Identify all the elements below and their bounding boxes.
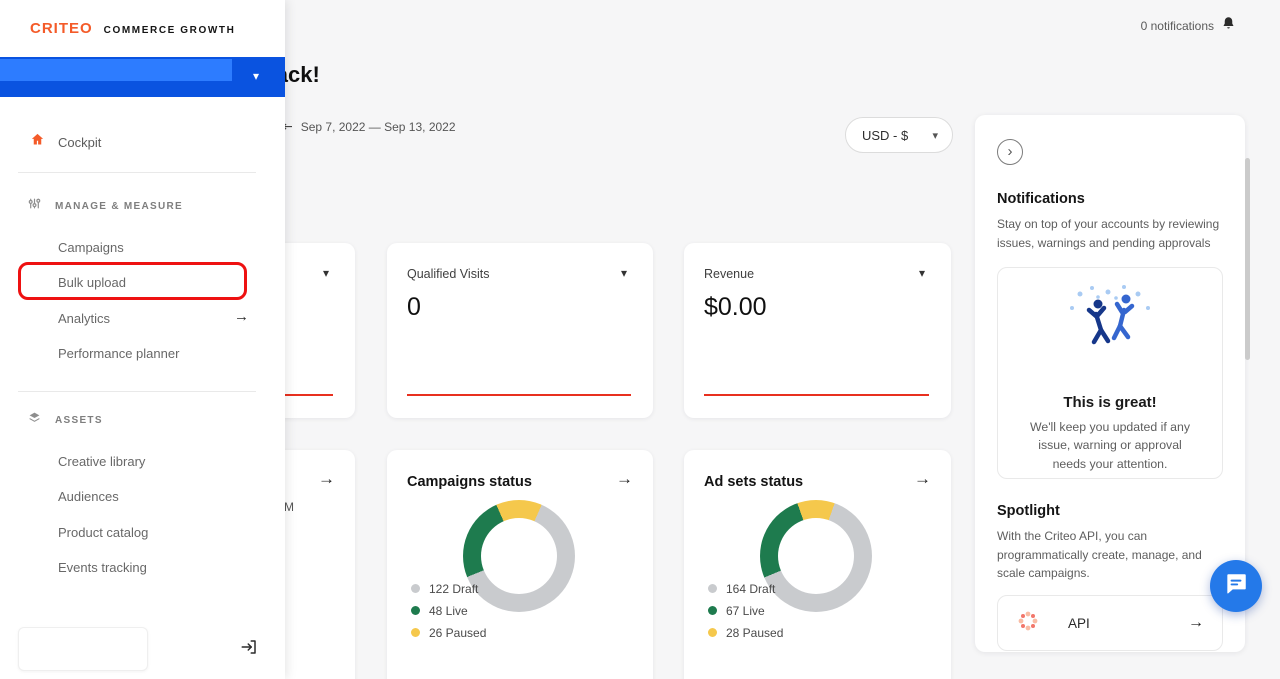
- api-sparkle-icon: [1016, 609, 1040, 638]
- home-icon: [30, 132, 45, 152]
- notifications-description: Stay on top of your accounts by reviewin…: [997, 217, 1220, 250]
- celebration-illustration: [998, 284, 1222, 350]
- empty-state-body: We'll keep you updated if any issue, war…: [1029, 420, 1191, 471]
- currency-value: USD - $: [862, 127, 909, 143]
- section-label: MANAGE & MEASURE: [55, 200, 184, 212]
- divider: [18, 172, 256, 173]
- redacted-account-name: [0, 59, 232, 81]
- legend-swatch: [411, 628, 420, 637]
- metric-title: Revenue: [704, 267, 755, 281]
- sidebar: CRITEO COMMERCE GROWTH ▾ Cockpit MANAGE …: [0, 0, 285, 679]
- logout-icon[interactable]: [240, 638, 258, 661]
- metric-underline: [407, 394, 631, 396]
- metric-value: $0.00: [704, 293, 767, 321]
- bell-icon[interactable]: [1221, 16, 1236, 36]
- sidebar-item-label: Cockpit: [58, 134, 102, 150]
- campaigns-status-donut-chart: [463, 500, 575, 612]
- sidebar-item-creative-library[interactable]: Creative library: [58, 454, 146, 469]
- spotlight-description: With the Criteo API, you can programmati…: [997, 529, 1202, 581]
- section-assets: ASSETS: [28, 411, 103, 429]
- arrow-right-icon[interactable]: →: [318, 469, 335, 488]
- card-title: Ad sets status: [704, 474, 804, 490]
- empty-state-title: This is great!: [1063, 394, 1157, 411]
- metric-value: 0: [407, 293, 421, 321]
- ad-sets-status-legend: 164 Draft 67 Live 28 Paused: [708, 582, 783, 648]
- arrow-right-icon[interactable]: →: [914, 469, 931, 488]
- sidebar-item-campaigns[interactable]: Campaigns: [58, 240, 124, 255]
- sidebar-item-analytics[interactable]: Analytics: [58, 311, 111, 326]
- sidebar-item-audiences[interactable]: Audiences: [58, 489, 119, 504]
- chat-widget-button[interactable]: [1210, 560, 1262, 612]
- spotlight-heading: Spotlight: [997, 503, 1060, 519]
- chevron-down-icon[interactable]: ▾: [918, 266, 925, 280]
- campaigns-status-card: Campaigns status → 122 Draft 48 Live 26 …: [387, 450, 653, 679]
- legend-label: 122 Draft: [429, 581, 479, 596]
- sidebar-item-performance-planner[interactable]: Performance planner: [58, 346, 180, 361]
- account-selector[interactable]: ▾: [0, 57, 285, 97]
- metric-card-qualified-visits: Qualified Visits ▾ 0: [387, 243, 653, 418]
- notifications-topbar: 0 notifications: [1141, 16, 1236, 36]
- legend-label: 28 Paused: [726, 625, 784, 640]
- notifications-heading: Notifications: [997, 191, 1085, 207]
- chevron-right-icon: ›: [1007, 142, 1013, 160]
- metric-title: Qualified Visits: [407, 267, 490, 281]
- api-spotlight-card[interactable]: API →: [997, 595, 1223, 651]
- notifications-empty-state: This is great! We'll keep you updated if…: [997, 267, 1223, 479]
- metric-underline: [704, 394, 929, 396]
- ad-sets-status-card: Ad sets status → 164 Draft 67 Live 28 Pa…: [684, 450, 951, 679]
- criteo-logo: CRITEO: [30, 20, 93, 37]
- legend-label: 67 Live: [726, 603, 765, 618]
- redacted-account-box: [18, 627, 148, 671]
- legend-item: 122 Draft: [411, 581, 486, 596]
- campaigns-status-legend: 122 Draft 48 Live 26 Paused: [411, 582, 486, 648]
- date-jump-icon: ⇤: [281, 118, 293, 134]
- sidebar-item-product-catalog[interactable]: Product catalog: [58, 525, 149, 540]
- partial-text-fragment: M: [284, 500, 294, 514]
- legend-swatch: [411, 606, 420, 615]
- chevron-down-icon: ▾: [252, 69, 259, 83]
- legend-swatch: [708, 628, 717, 637]
- notifications-panel: › Notifications Stay on top of your acco…: [975, 115, 1245, 652]
- divider: [18, 391, 256, 392]
- layers-icon: [28, 411, 41, 429]
- section-manage-measure: MANAGE & MEASURE: [28, 197, 183, 215]
- chevron-down-icon[interactable]: ▾: [322, 266, 329, 280]
- legend-label: 48 Live: [429, 603, 468, 618]
- sidebar-item-cockpit[interactable]: Cockpit: [30, 132, 101, 152]
- legend-item: 26 Paused: [411, 625, 487, 640]
- legend-label: 26 Paused: [429, 625, 487, 640]
- ad-sets-status-donut-chart: [760, 500, 872, 612]
- sidebar-item-events-tracking[interactable]: Events tracking: [58, 560, 147, 575]
- scrollbar-thumb[interactable]: [1245, 158, 1250, 360]
- panel-collapse-button[interactable]: ›: [997, 139, 1023, 165]
- date-range-picker[interactable]: ⇤ Sep 7, 2022 — Sep 13, 2022: [281, 118, 456, 135]
- api-label: API: [1068, 615, 1090, 631]
- chevron-down-icon[interactable]: ▾: [620, 266, 627, 280]
- legend-item: 67 Live: [708, 603, 783, 618]
- red-highlight-annotation: [18, 262, 247, 300]
- section-label: ASSETS: [55, 414, 103, 426]
- brand-header: CRITEO COMMERCE GROWTH: [30, 20, 235, 37]
- metric-card-revenue: Revenue ▾ $0.00: [684, 243, 951, 418]
- legend-item: 28 Paused: [708, 625, 784, 640]
- notifications-count: 0 notifications: [1140, 19, 1214, 33]
- legend-item: 48 Live: [411, 603, 486, 618]
- arrow-right-icon[interactable]: →: [234, 308, 249, 325]
- sidebar-item-bulk-upload[interactable]: Bulk upload: [58, 275, 126, 290]
- date-range-label: Sep 7, 2022 — Sep 13, 2022: [300, 119, 456, 134]
- arrow-right-icon[interactable]: →: [616, 469, 633, 488]
- legend-item: 164 Draft: [708, 581, 783, 596]
- product-name: COMMERCE GROWTH: [103, 25, 236, 36]
- sliders-icon: [28, 197, 41, 215]
- currency-select[interactable]: USD - $ ▾: [845, 117, 953, 153]
- legend-swatch: [708, 584, 717, 593]
- legend-swatch: [411, 584, 420, 593]
- arrow-right-icon: →: [1188, 614, 1204, 631]
- legend-label: 164 Draft: [726, 581, 776, 596]
- chat-bubble-icon: [1223, 571, 1249, 602]
- chevron-down-icon: ▾: [932, 129, 938, 142]
- legend-swatch: [708, 606, 717, 615]
- card-title: Campaigns status: [407, 474, 532, 490]
